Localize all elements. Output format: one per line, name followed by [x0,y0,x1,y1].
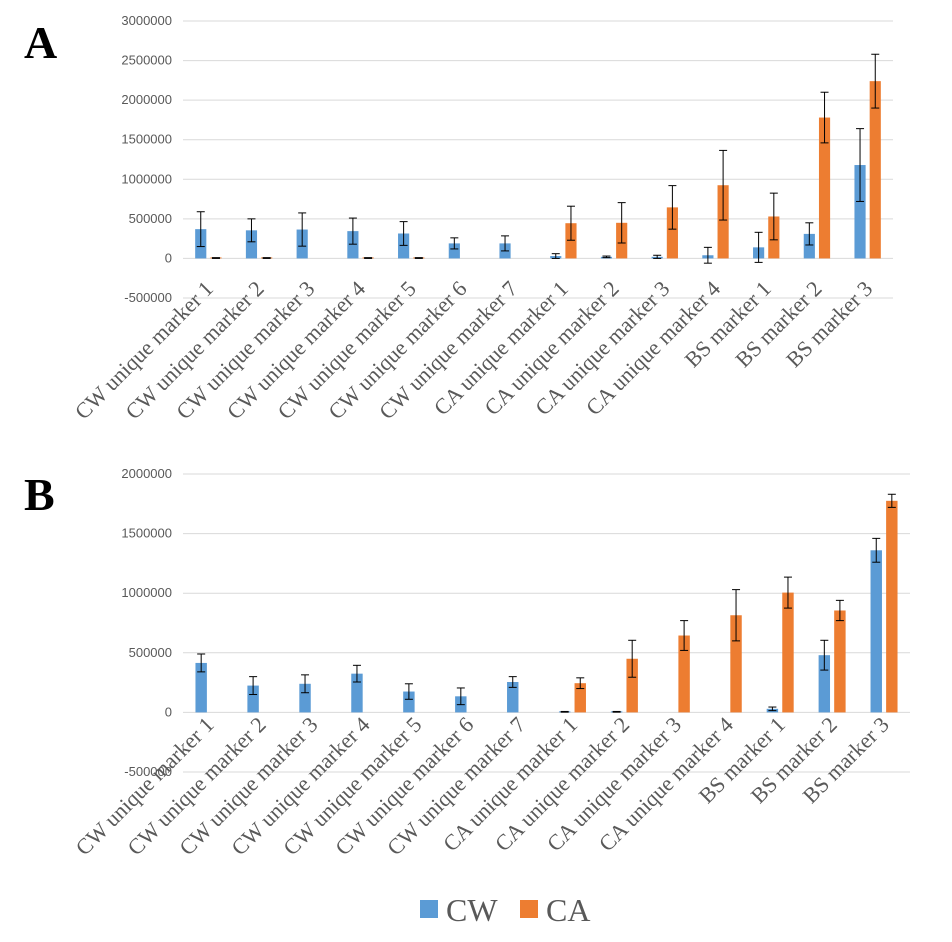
b-bar-ca [834,610,846,713]
a-errorbar-cw [348,217,357,245]
a-errorbar-cw [703,246,712,264]
a-bar-cw [854,165,866,259]
b-ytick-label: 1000000 [121,585,172,600]
b-errorbar-cw [404,683,413,700]
a-errorbar-cw [653,254,662,259]
b-bar-ca [626,658,638,713]
b-errorbar-ca [783,576,792,609]
a-ytick-label: 3000000 [121,13,172,28]
a-errorbar-ca [769,192,778,241]
b-bar-cw [507,682,519,713]
b-errorbar-ca [835,599,844,622]
b-bar-ca [782,592,794,713]
b-errorbar-ca [680,620,689,651]
panel-a: A -500000 0 500000 1000000 1500000 2000000 250… [24,13,893,424]
b-errorbar-cw [820,639,829,671]
legend: CW CA [420,892,590,928]
b-ytick-label: 1500000 [121,526,172,541]
b-errorbar-ca [732,589,741,642]
panel-b-label: B [24,469,55,520]
a-ytick-label: -500000 [124,290,172,305]
panel-b: B -5000000500000100000015000002000000CW … [24,466,910,860]
b-bar-cw [403,691,415,713]
a-errorbar-cw [450,237,459,250]
b-bar-cw [351,673,363,713]
a-bar-ca [818,117,831,259]
a-errorbar-cw [196,211,205,248]
a-errorbar-ca [617,202,626,244]
b-errorbar-cw [612,710,621,713]
a-errorbar-ca [820,91,829,144]
a-errorbar-cw [856,128,865,202]
b-ytick-label: -500000 [124,764,172,779]
a-ytick-label: 0 [165,250,172,265]
legend-label-ca: CA [546,892,590,928]
b-bar-ca [730,615,742,713]
b-errorbar-cw [249,676,258,696]
a-bar-cw [448,243,460,259]
a-ytick-label: 2000000 [121,92,172,107]
b-errorbar-cw [560,710,569,713]
b-ytick-label: 2000000 [121,466,172,481]
a-errorbar-ca [668,185,677,230]
a-ytick-label: 500000 [129,211,172,226]
panel-a-label: A [24,17,57,68]
legend-swatch-ca [520,900,538,918]
a-errorbar-ca [414,257,423,259]
legend-label-cw: CW [446,892,498,928]
b-errorbar-cw [197,653,206,673]
a-errorbar-ca [262,257,271,259]
a-bar-cw [803,233,815,259]
a-errorbar-ca [566,205,575,241]
a-bar-ca [869,81,881,259]
a-bar-cw [347,231,359,259]
b-errorbar-ca [576,677,585,690]
b-bar-cw [870,550,882,713]
a-bar-ca [565,223,577,259]
b-errorbar-cw [352,664,361,683]
a-bar-cw [398,233,410,259]
b-errorbar-ca [628,639,637,678]
a-errorbar-cw [399,221,408,246]
a-errorbar-ca [364,257,373,259]
b-bar-cw [247,685,259,713]
b-bar-cw [299,683,311,713]
a-errorbar-ca [211,257,220,259]
a-ytick-label: 2500000 [121,53,172,68]
b-errorbar-ca [887,493,896,508]
b-bar-ca [574,683,586,713]
a-bar-ca [717,185,729,259]
b-bar-ca [886,500,898,713]
b-errorbar-cw [301,674,310,694]
legend-swatch-cw [420,900,438,918]
b-bar-cw [818,655,831,713]
a-bar-ca [666,207,678,259]
a-errorbar-cw [501,235,510,252]
b-ytick-label: 0 [165,704,172,719]
b-errorbar-cw [508,676,517,688]
b-errorbar-cw [768,706,777,712]
a-errorbar-ca [719,149,728,221]
a-ytick-label: 1500000 [121,132,172,147]
a-errorbar-cw [602,255,611,259]
b-errorbar-cw [456,687,465,706]
a-errorbar-cw [754,231,763,263]
a-errorbar-cw [298,212,307,247]
a-bar-cw [245,230,258,259]
a-ytick-label: 1000000 [121,171,172,186]
a-errorbar-cw [551,253,560,259]
b-bar-cw [195,662,207,713]
b-ytick-label: 500000 [129,645,172,660]
a-errorbar-ca [871,53,880,109]
a-errorbar-cw [805,222,814,246]
b-errorbar-cw [872,537,881,563]
b-bar-ca [678,635,690,713]
a-errorbar-cw [247,218,256,243]
